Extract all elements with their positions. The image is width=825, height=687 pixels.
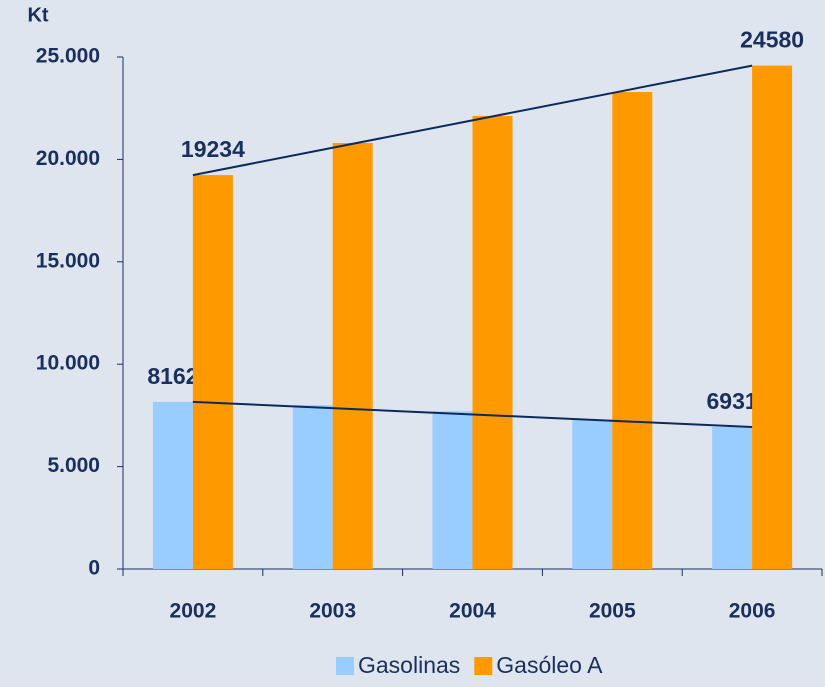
bar — [292, 405, 333, 569]
y-tick-label: 15.000 — [36, 249, 100, 272]
bar — [572, 419, 613, 569]
y-tick-label: 10.000 — [36, 352, 100, 375]
y-tick-label: 5.000 — [47, 454, 100, 477]
bar — [472, 115, 513, 570]
bar — [712, 427, 753, 569]
x-tick-label: 2003 — [309, 600, 356, 623]
bar — [612, 92, 653, 569]
x-tick-label: 2004 — [449, 600, 496, 623]
x-tick-label: 2002 — [170, 600, 217, 623]
bar — [192, 175, 233, 569]
legend-label: Gasolinas — [358, 652, 460, 678]
data-label: 8162 — [147, 363, 198, 389]
y-axis-label: Kt — [27, 4, 48, 26]
x-tick-label: 2006 — [729, 600, 776, 623]
bar — [432, 411, 473, 569]
legend-label: Gasóleo A — [496, 652, 603, 678]
y-tick-label: 20.000 — [36, 147, 100, 170]
legend-swatch — [336, 657, 354, 675]
bar — [152, 401, 193, 569]
bar — [752, 65, 793, 570]
trend-line — [192, 64, 753, 177]
data-label: 6931 — [707, 388, 758, 414]
trend-line — [192, 400, 753, 429]
y-tick-label: 25.000 — [36, 45, 100, 68]
data-label: 24580 — [740, 27, 804, 53]
x-tick-label: 2005 — [589, 600, 636, 623]
data-label: 19234 — [181, 136, 245, 162]
y-tick-label: 0 — [88, 557, 100, 580]
bar — [332, 143, 373, 570]
legend-swatch — [474, 657, 493, 675]
